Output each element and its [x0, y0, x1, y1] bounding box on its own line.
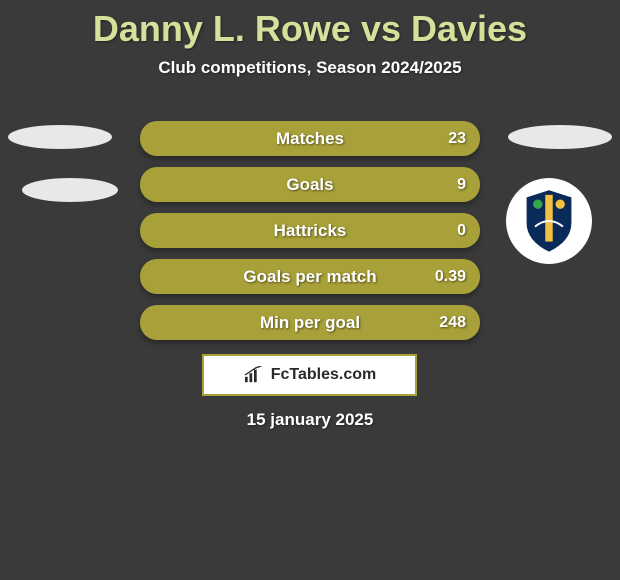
chart-icon: [243, 366, 265, 384]
stat-row-matches: Matches 23: [140, 121, 480, 156]
stat-label: Goals: [140, 175, 480, 195]
left-team-placeholder-2: [22, 178, 118, 202]
right-team-crest: [506, 178, 592, 264]
brand-link[interactable]: FcTables.com: [202, 354, 417, 396]
page-title: Danny L. Rowe vs Davies: [0, 0, 620, 50]
stat-row-goals-per-match: Goals per match 0.39: [140, 259, 480, 294]
shield-icon: [521, 186, 577, 256]
date-label: 15 january 2025: [0, 410, 620, 430]
stat-value: 248: [439, 314, 466, 332]
page-subtitle: Club competitions, Season 2024/2025: [0, 58, 620, 78]
stat-value: 0.39: [435, 268, 466, 286]
right-team-placeholder: [508, 125, 612, 149]
stat-row-hattricks: Hattricks 0: [140, 213, 480, 248]
stat-row-min-per-goal: Min per goal 248: [140, 305, 480, 340]
stat-label: Min per goal: [140, 313, 480, 333]
stats-container: Matches 23 Goals 9 Hattricks 0 Goals per…: [140, 121, 480, 351]
stat-label: Goals per match: [140, 267, 480, 287]
stat-label: Matches: [140, 129, 480, 149]
stat-value: 9: [457, 176, 466, 194]
stat-value: 0: [457, 222, 466, 240]
stat-value: 23: [448, 130, 466, 148]
brand-text: FcTables.com: [271, 366, 377, 384]
stat-label: Hattricks: [140, 221, 480, 241]
left-team-placeholder-1: [8, 125, 112, 149]
stat-row-goals: Goals 9: [140, 167, 480, 202]
